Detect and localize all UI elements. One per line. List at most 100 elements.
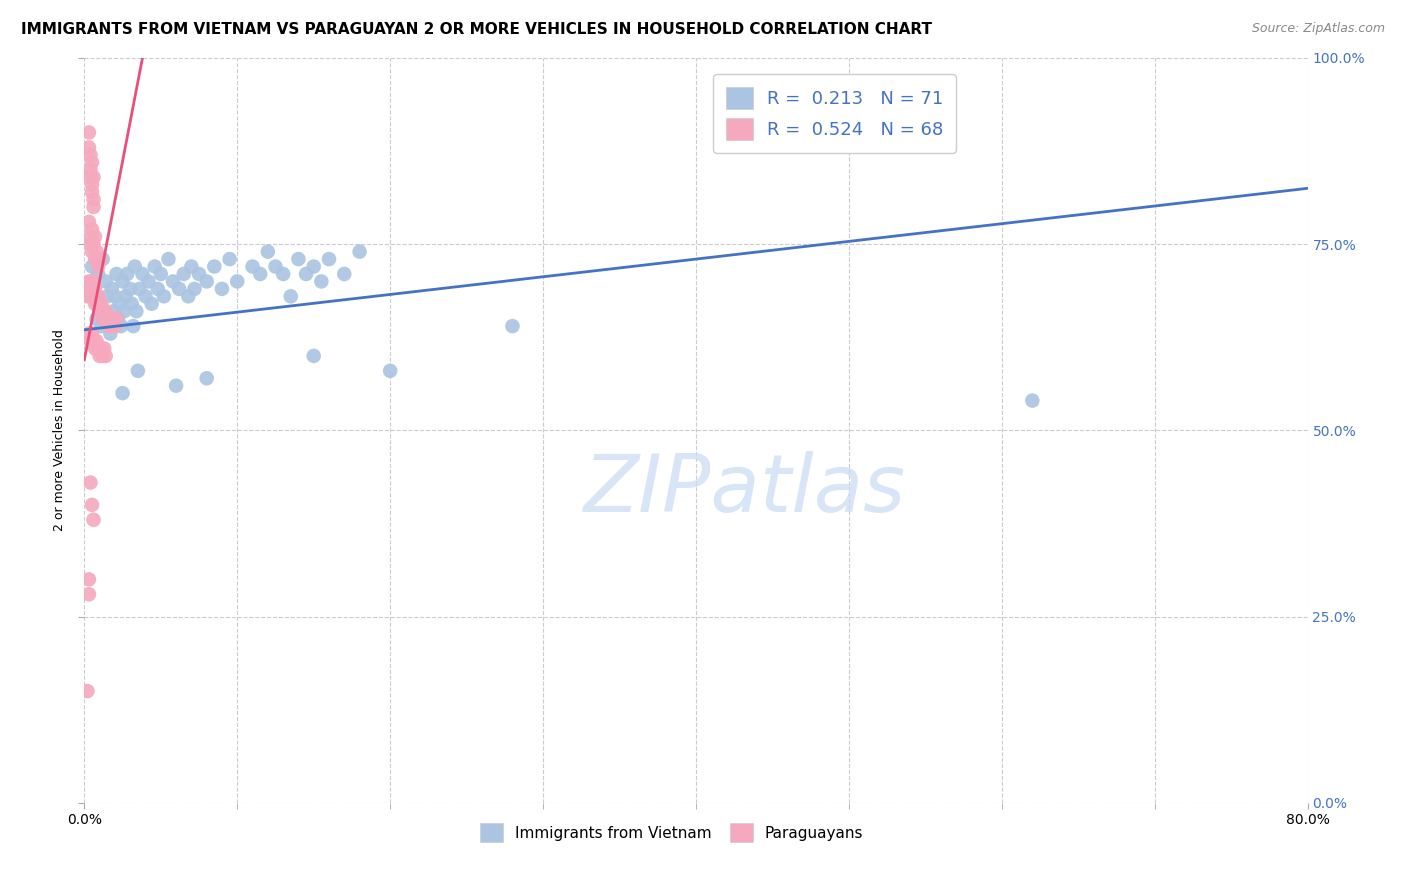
Point: [80, 244, 103, 259]
Point: [502, 319, 524, 334]
Point: [122, 319, 145, 334]
Point: [77, 215, 100, 229]
Text: ZIPatlas: ZIPatlas: [583, 451, 905, 529]
Point: [98, 319, 121, 334]
Point: [77, 140, 100, 154]
Point: [86, 334, 108, 348]
Point: [89, 252, 111, 266]
Point: [135, 289, 157, 303]
Point: [167, 282, 190, 296]
Point: [104, 319, 127, 334]
Point: [86, 311, 108, 326]
Point: [76, 289, 98, 303]
Point: [83, 513, 105, 527]
Y-axis label: 2 or more Vehicles in Household: 2 or more Vehicles in Household: [52, 329, 66, 532]
Point: [79, 475, 101, 490]
Point: [157, 252, 180, 266]
Point: [83, 170, 105, 185]
Point: [97, 311, 120, 326]
Point: [218, 252, 240, 266]
Point: [93, 304, 115, 318]
Point: [90, 319, 112, 334]
Point: [83, 282, 105, 296]
Point: [94, 274, 117, 288]
Point: [79, 162, 101, 177]
Point: [87, 289, 110, 303]
Point: [149, 267, 172, 281]
Point: [153, 289, 176, 303]
Point: [80, 326, 103, 341]
Point: [89, 297, 111, 311]
Point: [91, 304, 114, 318]
Point: [79, 237, 101, 252]
Point: [121, 297, 143, 311]
Point: [97, 311, 120, 326]
Point: [93, 311, 115, 326]
Point: [96, 289, 118, 303]
Point: [287, 252, 309, 266]
Point: [83, 237, 105, 252]
Point: [93, 342, 115, 356]
Point: [1021, 393, 1043, 408]
Point: [91, 349, 114, 363]
Point: [242, 260, 264, 274]
Point: [86, 244, 108, 259]
Point: [91, 252, 114, 266]
Point: [141, 297, 163, 311]
Point: [86, 297, 108, 311]
Point: [93, 304, 115, 318]
Point: [295, 267, 318, 281]
Point: [302, 260, 325, 274]
Point: [77, 573, 100, 587]
Point: [86, 289, 108, 303]
Point: [77, 125, 100, 139]
Point: [77, 587, 100, 601]
Point: [124, 260, 146, 274]
Point: [94, 304, 117, 318]
Point: [94, 349, 117, 363]
Point: [80, 274, 103, 288]
Point: [257, 244, 280, 259]
Point: [202, 260, 225, 274]
Point: [115, 267, 138, 281]
Point: [108, 297, 131, 311]
Point: [80, 155, 103, 169]
Point: [249, 267, 271, 281]
Point: [120, 282, 142, 296]
Point: [89, 304, 111, 318]
Point: [80, 260, 103, 274]
Point: [83, 200, 105, 214]
Point: [83, 193, 105, 207]
Point: [91, 311, 114, 326]
Point: [90, 342, 112, 356]
Point: [77, 274, 100, 288]
Point: [84, 282, 107, 296]
Point: [79, 289, 101, 303]
Point: [271, 267, 294, 281]
Point: [80, 185, 103, 199]
Text: Source: ZipAtlas.com: Source: ZipAtlas.com: [1251, 22, 1385, 36]
Point: [180, 260, 202, 274]
Point: [183, 282, 205, 296]
Point: [79, 334, 101, 348]
Point: [380, 364, 402, 378]
Point: [105, 311, 128, 326]
Point: [143, 260, 166, 274]
Point: [188, 267, 211, 281]
Point: [98, 326, 121, 341]
Point: [127, 364, 149, 378]
Point: [349, 244, 371, 259]
Point: [146, 282, 169, 296]
Point: [84, 252, 107, 266]
Point: [131, 267, 153, 281]
Point: [80, 498, 103, 512]
Point: [103, 304, 125, 318]
Point: [318, 252, 340, 266]
Point: [111, 274, 134, 288]
Point: [280, 289, 302, 303]
Point: [112, 304, 135, 318]
Point: [101, 282, 124, 296]
Point: [114, 289, 136, 303]
Point: [84, 289, 107, 303]
Point: [195, 274, 218, 288]
